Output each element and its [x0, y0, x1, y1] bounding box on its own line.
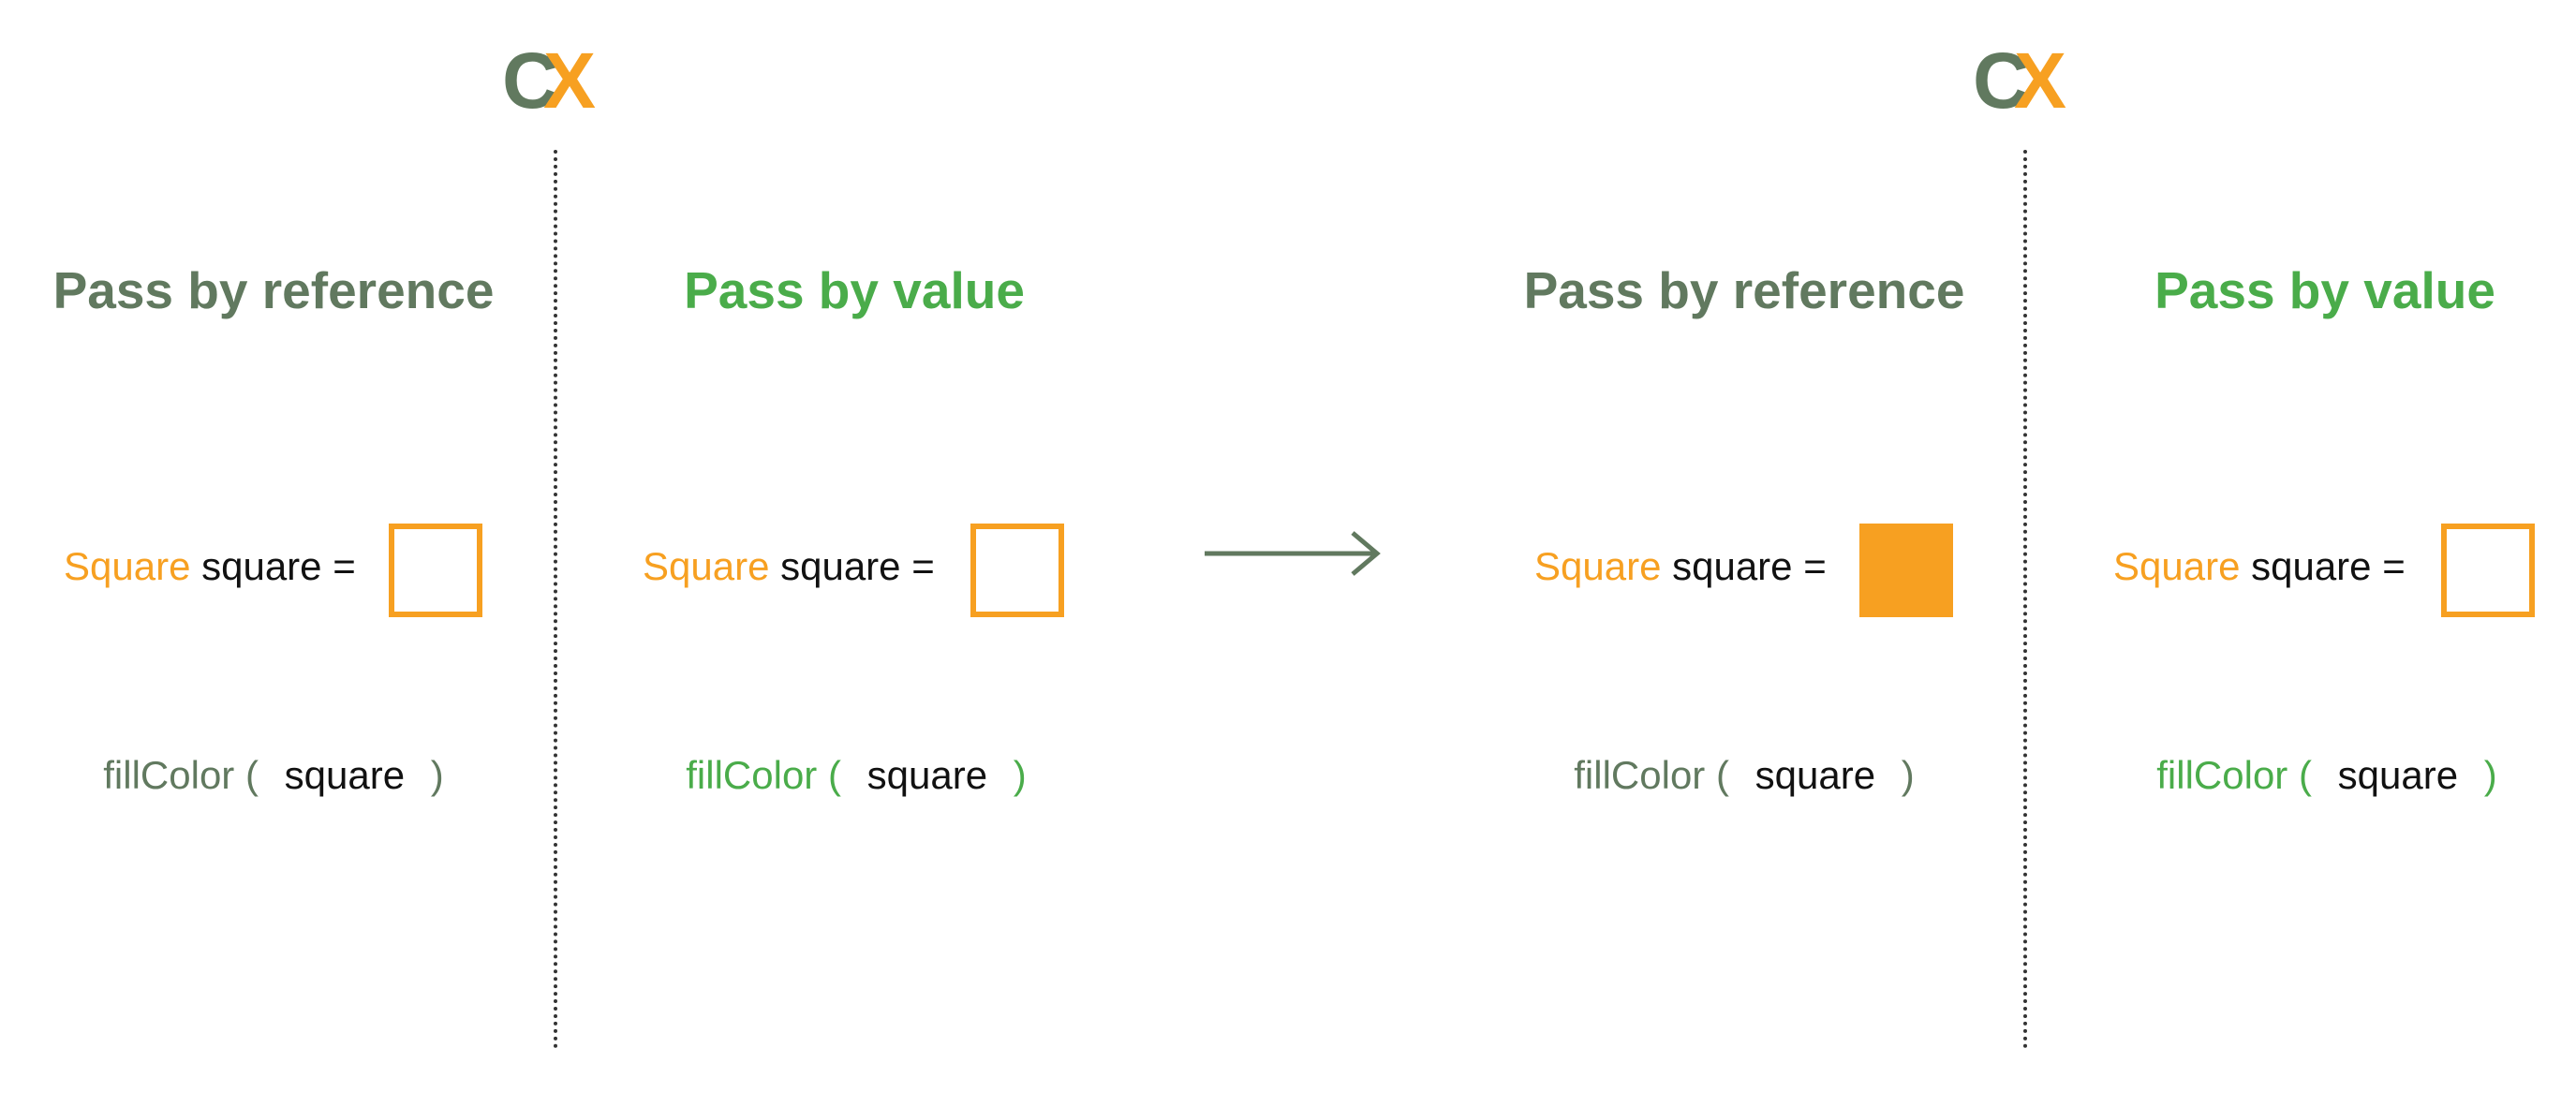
heading-pass-by-reference: Pass by reference — [1523, 261, 1965, 319]
close-paren: ) — [2483, 753, 2497, 797]
value-function-call: fillColor ( square ) — [2156, 752, 2496, 799]
cx-logo: C X — [1973, 37, 2085, 125]
logo-x: X — [543, 37, 597, 125]
logo-c: C — [502, 37, 559, 125]
value-function-call: fillColor ( square ) — [686, 752, 1026, 799]
type-name: Square — [1534, 544, 1662, 588]
open-paren: ( — [244, 753, 259, 797]
open-paren: ( — [2298, 753, 2312, 797]
close-paren: ) — [430, 753, 444, 797]
reference-square-filled — [1859, 524, 1953, 617]
type-name: Square — [64, 544, 191, 588]
close-paren: ) — [1013, 753, 1027, 797]
function-name: fillColor — [2156, 753, 2288, 797]
reference-declaration: Square square = — [1534, 543, 1827, 590]
value-square-empty — [970, 524, 1064, 617]
heading-pass-by-value: Pass by value — [2154, 261, 2495, 319]
open-paren: ( — [1715, 753, 1729, 797]
declaration-text: square = — [1672, 544, 1827, 588]
argument: square — [1754, 753, 1876, 797]
declaration-text: square = — [2251, 544, 2406, 588]
value-declaration: Square square = — [2113, 543, 2406, 590]
heading-pass-by-reference: Pass by reference — [52, 261, 495, 319]
arrow-right-icon — [1205, 531, 1381, 576]
value-square-empty — [2441, 524, 2535, 617]
declaration-text: square = — [201, 544, 356, 588]
reference-declaration: Square square = — [64, 543, 356, 590]
value-declaration: Square square = — [643, 543, 935, 590]
heading-pass-by-value: Pass by value — [684, 261, 1025, 319]
close-paren: ) — [1901, 753, 1915, 797]
argument: square — [2337, 753, 2459, 797]
cx-logo: C X — [502, 37, 614, 125]
argument: square — [284, 753, 406, 797]
reference-function-call: fillColor ( square ) — [103, 752, 443, 799]
type-name: Square — [2113, 544, 2241, 588]
reference-function-call: fillColor ( square ) — [1574, 752, 1914, 799]
dotted-divider — [554, 150, 557, 1049]
open-paren: ( — [827, 753, 841, 797]
argument: square — [866, 753, 988, 797]
function-name: fillColor — [103, 753, 235, 797]
logo-c: C — [1973, 37, 2030, 125]
dotted-divider — [2023, 150, 2027, 1049]
reference-square-empty — [389, 524, 482, 617]
logo-x: X — [2014, 37, 2067, 125]
type-name: Square — [643, 544, 770, 588]
function-name: fillColor — [686, 753, 818, 797]
function-name: fillColor — [1574, 753, 1706, 797]
declaration-text: square = — [780, 544, 935, 588]
